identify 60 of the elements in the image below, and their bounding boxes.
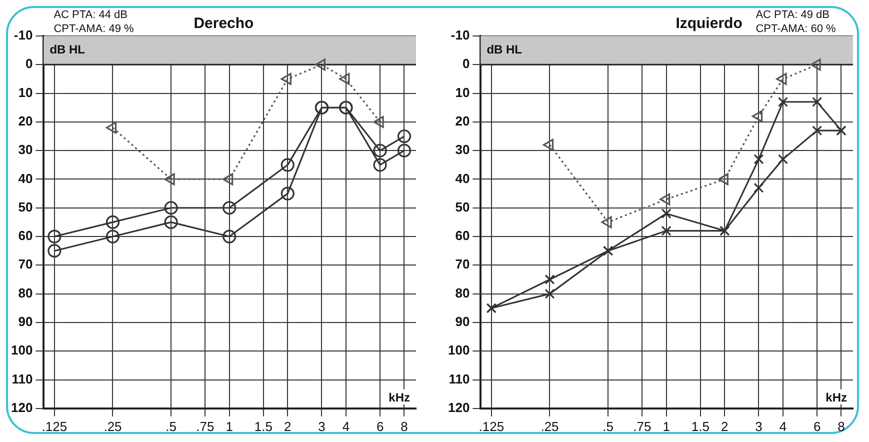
text: AC PTA: 49 dB — [756, 9, 830, 21]
y-tick-label: 0 — [462, 56, 470, 72]
y-tick-label: 60 — [455, 228, 470, 244]
y-tick-label: 10 — [18, 84, 33, 100]
y-tick-label: 50 — [18, 199, 33, 214]
x-axis-title: kHz — [826, 390, 847, 405]
y-tick-label: 110 — [12, 371, 33, 386]
x-tick-label: .125 — [42, 418, 68, 434]
y-tick-label: 10 — [455, 84, 470, 100]
x-tick-label: .125 — [478, 418, 504, 434]
x-tick-label: 1.5 — [254, 418, 272, 434]
x-tick-label: 2 — [284, 418, 292, 434]
text: CPT-AMA: 49 % — [54, 23, 134, 35]
x-tick-label: 1 — [662, 418, 670, 434]
x-tick-label: 6 — [813, 418, 821, 434]
y-tick-label: 90 — [455, 314, 470, 330]
chart-title: Derecho — [194, 15, 254, 32]
text: AC PTA: 44 dB — [54, 9, 128, 21]
x-tick-label: .75 — [196, 418, 214, 434]
y-tick-label: 30 — [455, 142, 470, 158]
y-tick-label: 20 — [455, 114, 470, 129]
y-tick-label: 120 — [448, 400, 470, 415]
x-tick-label: .25 — [540, 418, 559, 434]
y-tick-label: 100 — [448, 342, 470, 358]
x-tick-label: 4 — [779, 418, 787, 434]
y-tick-label: 30 — [18, 142, 33, 158]
y-tick-label: 110 — [448, 371, 470, 386]
band-label: dB HL — [50, 42, 86, 57]
x-tick-label: 4 — [342, 418, 350, 434]
y-tick-label: 80 — [455, 285, 470, 300]
band-label: dB HL — [486, 42, 522, 57]
x-tick-label: 8 — [838, 418, 845, 434]
y-tick-label: 70 — [455, 256, 470, 272]
x-tick-label: 3 — [755, 418, 762, 434]
x-tick-label: 1.5 — [691, 418, 710, 434]
y-tick-label: 60 — [18, 228, 33, 244]
x-tick-label: 1 — [226, 418, 233, 434]
chart-title: Izquierdo — [676, 15, 742, 32]
x-axis-title: kHz — [388, 390, 410, 405]
y-tick-label: 50 — [455, 199, 470, 214]
text: CPT-AMA: 60 % — [756, 23, 836, 35]
y-tick-label: 40 — [455, 170, 470, 186]
y-tick-label: 40 — [18, 170, 33, 186]
y-tick-label: 70 — [18, 256, 33, 272]
y-tick-label: 90 — [18, 314, 33, 330]
x-tick-label: .75 — [633, 418, 652, 434]
y-tick-label: 80 — [18, 285, 33, 300]
x-tick-label: 6 — [376, 418, 384, 434]
x-tick-label: .25 — [104, 418, 122, 434]
y-tick-label: -10 — [14, 28, 33, 43]
y-tick-label: 0 — [25, 56, 33, 72]
x-tick-label: 3 — [318, 418, 326, 434]
y-tick-label: -10 — [450, 28, 470, 43]
y-tick-label: 20 — [18, 114, 33, 129]
y-tick-label: 120 — [10, 400, 33, 415]
x-tick-label: 2 — [721, 418, 728, 434]
x-tick-label: .5 — [166, 418, 176, 434]
x-tick-label: 8 — [400, 418, 408, 434]
y-tick-label: 100 — [10, 342, 33, 358]
x-tick-label: .5 — [602, 418, 614, 434]
